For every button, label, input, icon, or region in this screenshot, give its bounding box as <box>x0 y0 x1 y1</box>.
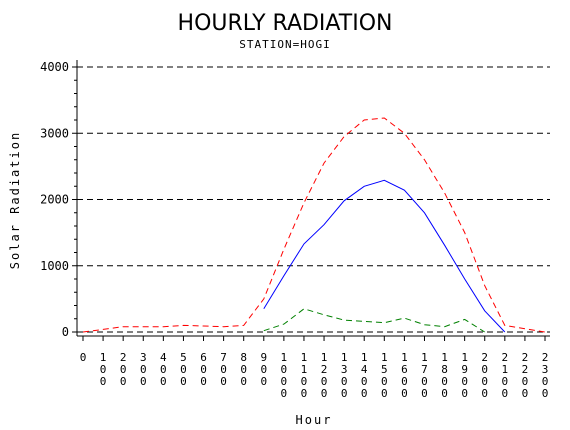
series-line-3 <box>263 308 485 333</box>
series-line-1 <box>82 117 546 333</box>
chart-title: HOURLY RADIATION <box>178 11 393 36</box>
y-tick-label: 3000 <box>40 126 69 140</box>
y-axis-title: Solar Radiation <box>8 131 22 269</box>
y-tick-label: 4000 <box>40 60 69 74</box>
y-tick-label: 2000 <box>40 193 69 207</box>
x-axis-ticks: 0 1 0 0 2 0 0 3 0 0 4 0 0 5 0 0 6 0 0 7 0 0 8 0 0 9 0 0 1 0 0 0 1 1 0 0 1 2 0 0… <box>80 336 549 400</box>
x-axis-title: Hour <box>296 413 333 427</box>
chart-subtitle: STATION=HOGI <box>239 38 330 51</box>
y-tick-label: 1000 <box>40 259 69 273</box>
gridlines <box>77 66 550 333</box>
x-tick-label: 0 <box>80 351 87 364</box>
axes <box>76 60 550 337</box>
series-line-2 <box>263 179 506 333</box>
y-tick-label: 0 <box>62 325 69 339</box>
series-lines <box>82 117 546 333</box>
y-axis-ticks: 0 1000 2000 3000 4000 <box>40 60 77 339</box>
